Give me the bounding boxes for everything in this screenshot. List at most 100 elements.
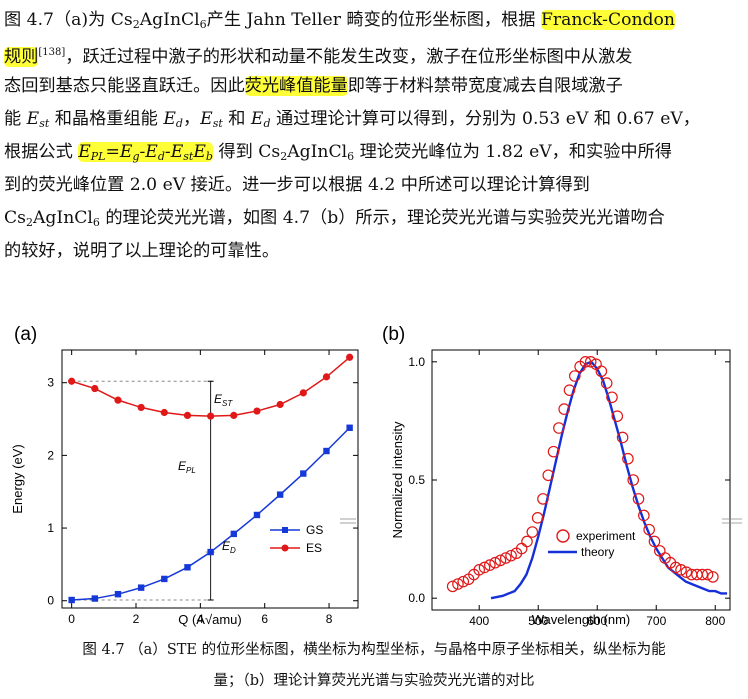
subscript: b	[205, 150, 213, 163]
para-line-7: Cs2AgInCl6 的理论荧光光谱，如图 4.7（b）所示，理论荧光光谱与实验…	[4, 202, 665, 234]
series-a	[68, 353, 354, 604]
subscript: 6	[199, 18, 207, 31]
experiment-point	[547, 445, 560, 458]
formula-highlight: EPL=Eg-Ed-EstEb	[78, 142, 213, 163]
es-point	[91, 384, 99, 393]
y-tick-label-a: 3	[47, 376, 54, 390]
y-tick-label-b: 1.0	[408, 355, 425, 369]
experiment-point	[484, 559, 496, 571]
legend-marker-experiment	[556, 529, 570, 543]
experiment-point	[696, 568, 709, 581]
edge-marker-a	[340, 518, 356, 524]
text-run: AgInCl	[287, 142, 348, 162]
gs-point	[253, 511, 261, 519]
subscript: 2	[132, 18, 140, 31]
x-tick-label-a: 0	[68, 612, 75, 626]
experiment-point	[553, 422, 565, 434]
annot-epl: EPL	[178, 459, 196, 475]
guides-a	[71, 380, 216, 601]
es-point	[346, 353, 354, 361]
edge-marker-b	[722, 518, 742, 524]
symbol-e: E	[200, 109, 213, 129]
text-run: 图 4.7（a)为 Cs	[4, 10, 133, 30]
experiment-point	[675, 564, 687, 576]
plot-frame-b	[431, 349, 731, 611]
symbol-e: -E	[139, 142, 158, 162]
text-run: 态回到基态只能竖直跃迁。因此	[4, 76, 245, 96]
legend-marker-es	[281, 544, 289, 552]
y-tick-label-a: 1	[47, 521, 54, 535]
figure-caption-line-2: 量；（b）理论计算荧光光谱与实验荧光光谱的对比	[213, 673, 535, 689]
experiment-point	[638, 509, 650, 522]
experiment-point	[499, 552, 512, 564]
subscript: d	[263, 117, 271, 130]
experiment-point	[473, 564, 486, 576]
es-point	[137, 403, 145, 412]
figure-b-chart: (b) Wavelength (nm) Normalized intensity…	[382, 324, 742, 628]
gs-point	[346, 424, 353, 431]
es-point	[276, 400, 284, 409]
citation-ref[interactable]: [138]	[38, 47, 66, 58]
experiment-point	[505, 549, 517, 562]
experiment-point	[606, 391, 618, 404]
symbol-e: E	[26, 109, 40, 129]
experiment-point	[669, 561, 682, 574]
text-run: AgInCl	[32, 208, 93, 228]
experiment-point	[457, 575, 470, 588]
experiment-point	[537, 493, 549, 505]
plot-frame-a	[61, 349, 359, 609]
experiment-point	[680, 566, 693, 578]
experiment-point	[526, 526, 539, 538]
es-point	[322, 373, 331, 381]
text-run: 能	[4, 109, 27, 129]
subscript: 6	[92, 216, 100, 229]
experiment-point	[707, 571, 719, 583]
experiment-point	[701, 568, 714, 581]
para-line-8: 的较好，说明了以上理论的可靠性。	[4, 241, 280, 261]
gs-point	[68, 596, 75, 604]
es-point	[183, 411, 192, 420]
highlight-peak-energy: 荧光峰值能量	[244, 76, 348, 96]
subscript: st	[212, 117, 223, 130]
y-axis-label-a: Energy (eV)	[10, 444, 25, 513]
experiment-point	[542, 469, 555, 482]
es-point	[299, 389, 307, 397]
gs-point	[137, 584, 145, 591]
subscript: st	[183, 150, 194, 163]
symbol-e: E	[250, 109, 264, 129]
legend-label-gs: GS	[306, 523, 323, 537]
text-run: Cs	[4, 208, 26, 228]
theory-curve	[490, 360, 728, 600]
experiment-point	[643, 523, 655, 536]
para-line-1: 图 4.7（a)为 Cs2AgInCl6产生 Jahn Teller 畸变的位形…	[4, 4, 675, 36]
highlight-rule: 规则	[4, 47, 39, 67]
x-tick-label-b: 700	[646, 614, 666, 628]
x-tick-label-b: 800	[705, 614, 725, 628]
symbol-e: E	[163, 109, 176, 129]
subscript: d	[175, 117, 183, 130]
text-run: ，跃迁过程中激子的形状和动量不能发生改变，激子在位形坐标图中从激发	[65, 47, 633, 67]
annot-est: EST	[214, 392, 233, 408]
symbol-e: E	[193, 142, 206, 162]
experiment-point	[622, 452, 634, 465]
experiment-point	[627, 474, 640, 486]
legend-label-theory: theory	[581, 545, 614, 559]
subscript: g	[132, 150, 140, 163]
experiment-point	[611, 410, 624, 422]
text-run: 理论荧光峰位为 1.82 eV，和实验中所得	[354, 142, 672, 162]
y-tick-label-b: 0.0	[408, 591, 425, 605]
experiment-point	[452, 578, 464, 590]
gs-point	[91, 595, 99, 602]
text-run: 和	[222, 109, 251, 129]
gs-point	[300, 470, 307, 477]
experiment-point	[494, 554, 507, 567]
annot-text: E	[178, 459, 187, 473]
experiment-point	[595, 365, 608, 378]
x-tick-label-b: 500	[528, 614, 548, 628]
highlight-franck-condon: Franck-Condon	[540, 10, 675, 30]
es-point	[253, 407, 261, 415]
annot-text: E	[214, 392, 223, 406]
experiment-point	[648, 535, 661, 548]
